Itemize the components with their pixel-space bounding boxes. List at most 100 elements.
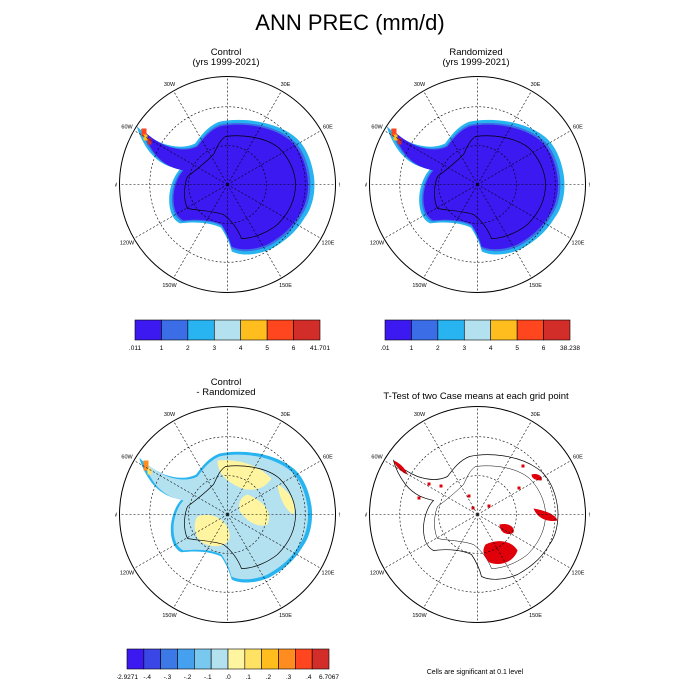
lon-label: 120W	[370, 241, 385, 247]
colorbar-swatch	[516, 319, 544, 341]
colorbar-tick-label: -2.9271	[117, 674, 138, 681]
colorbar-swatch	[384, 319, 412, 341]
lon-label: 30W	[414, 82, 426, 88]
panel2-title-line2: (yrs 1999-2021)	[442, 57, 510, 68]
colorbar-tick-label: .01	[380, 345, 389, 352]
lon-label: 120E	[322, 241, 335, 247]
colorbar-swatch	[177, 648, 195, 670]
lon-label: 120E	[572, 241, 585, 247]
colorbar-tick-label: 6.7067	[319, 674, 339, 681]
main-title: ANN PREC (mm/d)	[255, 10, 445, 35]
panel1-title-line2: (yrs 1999-2021)	[192, 57, 260, 68]
lon-label: 0	[226, 402, 229, 403]
colorbar-tick-label: 38.238	[560, 345, 580, 352]
colorbar-tick-label: 6	[292, 345, 296, 352]
lon-label: 30E	[281, 82, 291, 88]
colorbar-swatch	[213, 319, 242, 341]
lon-label: 30W	[164, 82, 176, 88]
lon-label: 150W	[412, 283, 427, 289]
colorbar-swatch	[278, 648, 296, 670]
lon-label: 90W	[115, 183, 118, 189]
lon-label: 150W	[412, 613, 427, 619]
colorbar-tick-label: 3	[212, 345, 216, 352]
colorbar-tick-label: 3	[462, 345, 466, 352]
colorbar-control: .011 1 2 3 4 5 6 41.701	[129, 319, 330, 352]
lon-label: 60W	[121, 455, 133, 461]
colorbar-swatch	[143, 648, 161, 670]
lon-label: 0	[226, 72, 229, 73]
colorbar-swatch	[126, 648, 145, 670]
lon-label: 60W	[121, 125, 133, 131]
lon-label: 120E	[572, 571, 585, 577]
colorbar-swatch	[161, 319, 189, 341]
lon-label: 60E	[323, 125, 333, 131]
lon-label: 90E	[589, 183, 590, 189]
lon-label: 60E	[573, 455, 583, 461]
panel3-title: Control - Randomized	[146, 378, 306, 398]
lon-label: 120W	[120, 241, 135, 247]
lon-label: 30E	[281, 412, 291, 418]
lon-label: 90E	[589, 513, 590, 519]
colorbar-tick-label: 1	[410, 345, 414, 352]
colorbar-swatch	[293, 319, 321, 341]
colorbar-tick-label: .2	[266, 674, 272, 681]
colorbar-tick-label: 4	[489, 345, 493, 352]
lon-label: 150E	[529, 613, 542, 619]
panel1-title: Control (yrs 1999-2021)	[146, 48, 306, 68]
colorbar-tick-label: 4	[239, 345, 243, 352]
panel4-title: T-Test of two Case means at each grid po…	[356, 392, 596, 402]
colorbar-tick-label: 5	[265, 345, 269, 352]
colorbar-tick-label: 5	[515, 345, 519, 352]
colorbar-tick-label: -.2	[184, 674, 192, 681]
colorbar-tick-label: -.3	[164, 674, 172, 681]
polar-map-difference: 030E60E90E120E150E180150W120W90W60W30W	[115, 402, 340, 623]
colorbar-swatch	[160, 648, 178, 670]
panel1-title-line1: Control	[210, 47, 242, 58]
lon-label: 60E	[573, 125, 583, 131]
polar-map-control: 030E60E90E120E150E180150W120W90W60W30W	[115, 72, 340, 293]
lon-label: 90W	[115, 513, 118, 519]
lon-label: 60W	[371, 455, 383, 461]
colorbar-tick-label: 41.701	[310, 345, 330, 352]
colorbar-swatch	[187, 319, 215, 341]
panel2-title: Randomized (yrs 1999-2021)	[396, 48, 556, 68]
lon-label: 30W	[414, 412, 426, 418]
lon-label: 60W	[371, 125, 383, 131]
colorbar-tick-label: 6	[542, 345, 546, 352]
lon-label: 150E	[529, 283, 542, 289]
colorbar-tick-label: .0	[225, 674, 231, 681]
panel4-title-line1: T-Test of two Case means at each grid po…	[383, 391, 569, 402]
colorbar-swatch	[261, 648, 279, 670]
lon-label: 150W	[162, 613, 177, 619]
colorbar-difference: -2.9271 -.4 -.3 -.2 -.1 .0 .1 .2 .3 .4 6.7067	[117, 648, 339, 681]
colorbar-swatch	[134, 319, 162, 341]
colorbar-swatch	[227, 648, 246, 670]
colorbar-tick-label: 2	[436, 345, 440, 352]
lon-label: 60E	[323, 455, 333, 461]
colorbar-swatch	[210, 648, 229, 670]
panel3-title-line1: Control	[210, 377, 242, 388]
lon-label: 30W	[164, 412, 176, 418]
colorbar-randomized: .01 1 2 3 4 5 6 38.238	[380, 319, 580, 352]
colorbar-tick-label: .4	[306, 674, 312, 681]
colorbar-tick-label: 2	[186, 345, 190, 352]
lon-label: 90W	[365, 513, 368, 519]
colorbar-swatch	[240, 319, 268, 341]
lon-label: 120W	[370, 571, 385, 577]
lon-label: 120W	[120, 571, 135, 577]
colorbar-swatch	[411, 319, 439, 341]
colorbar-swatch	[295, 648, 313, 670]
colorbar-swatch	[194, 648, 212, 670]
panel2-title-line1: Randomized	[449, 47, 503, 58]
lon-label: 30E	[531, 82, 541, 88]
colorbar-tick-label: .1	[245, 674, 251, 681]
colorbar-swatch	[266, 319, 294, 341]
colorbar-tick-label: -.4	[143, 674, 151, 681]
lon-label: 120E	[322, 571, 335, 577]
colorbar-swatch	[437, 319, 465, 341]
colorbar-swatch	[311, 648, 330, 670]
lon-label: 0	[476, 402, 479, 403]
colorbar-swatch	[244, 648, 262, 670]
lon-label: 30E	[531, 412, 541, 418]
polar-map-ttest: 030E60E90E120E150E180150W120W90W60W30W	[365, 402, 590, 623]
